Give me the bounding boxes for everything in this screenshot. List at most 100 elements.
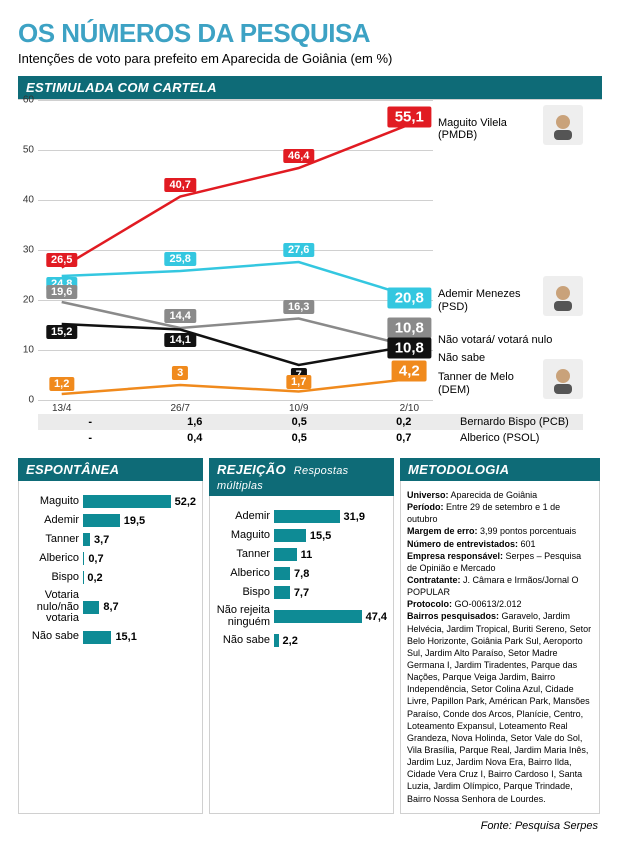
hbar-label: Maguito (216, 530, 274, 542)
legend-label: Não sabe (438, 352, 485, 365)
y-tick-label: 0 (28, 395, 34, 406)
hbar-row: Alberico0,7 (25, 552, 196, 565)
hbar-bar (274, 548, 297, 561)
hbar-bar (83, 601, 99, 614)
y-tick-label: 60 (23, 95, 34, 106)
page-subtitle: Intenções de voto para prefeito em Apare… (18, 51, 602, 66)
x-tick-label: 26/7 (170, 403, 189, 414)
section-header-espontanea: ESPONTÂNEA (18, 458, 203, 481)
metadata-row: Empresa responsável: Serpes – Pesquisa d… (407, 550, 593, 574)
value-badge: 27,6 (283, 243, 314, 257)
hbar-bar (274, 634, 279, 647)
candidate-portrait (543, 276, 583, 316)
legend-label: Ademir Menezes(PSD) (438, 288, 521, 313)
x-tick-label: 2/10 (400, 403, 419, 414)
panel-rejeicao: REJEIÇÃO Respostas múltiplas Ademir31,9 M… (209, 458, 394, 814)
legend-label: Não votará/ votará nulo (438, 334, 552, 347)
metadata-row: Período: Entre 29 de setembro e 1 de out… (407, 501, 593, 525)
hbar-label: Votaria nulo/não votaria (25, 590, 83, 625)
hbar-row: Não sabe2,2 (216, 634, 387, 647)
hbar-row: Ademir 19,5 (25, 514, 196, 527)
value-badge: 46,4 (283, 149, 314, 163)
hbar-value: 15,1 (115, 631, 136, 643)
value-badge: 14,1 (164, 333, 195, 347)
hbar-bar (83, 495, 171, 508)
line-chart-svg (38, 100, 433, 400)
value-badge: 1,2 (49, 377, 74, 391)
metadata-row: Universo: Aparecida de Goiânia (407, 489, 593, 501)
line-chart: 010203040506013/426/710/92/1026,540,746,… (18, 99, 602, 446)
hbar-label: Tanner (216, 549, 274, 561)
hbar-row: Ademir31,9 (216, 510, 387, 523)
hbar-row: Bispo 7,7 (216, 586, 387, 599)
hbar-bar (274, 529, 306, 542)
y-tick-label: 20 (23, 295, 34, 306)
hbar-label: Não rejeita ninguém (216, 605, 274, 628)
hbar-label: Bispo (25, 572, 83, 584)
hbar-value: 47,4 (366, 611, 387, 623)
panel-espontanea: ESPONTÂNEA Maguito52,2 Ademir 19,5 Tanner3,… (18, 458, 203, 814)
legend-label: Maguito Vilela(PMDB) (438, 117, 507, 142)
hbar-value: 19,5 (124, 515, 145, 527)
value-badge: 26,5 (46, 253, 77, 267)
y-tick-label: 40 (23, 195, 34, 206)
table-row: -0,40,50,7Alberico (PSOL) (38, 430, 583, 446)
x-tick-label: 13/4 (52, 403, 71, 414)
hbar-value: 31,9 (344, 511, 365, 523)
value-badge: 19,6 (46, 285, 77, 299)
hbar-bar (274, 567, 290, 580)
y-tick-label: 30 (23, 245, 34, 256)
hbar-value: 7,7 (294, 587, 309, 599)
value-badge: 40,7 (164, 178, 195, 192)
page-title: OS NÚMEROS DA PESQUISA (18, 18, 602, 49)
hbar-value: 11 (301, 549, 313, 561)
value-badge: 16,3 (283, 300, 314, 314)
value-badge: 20,8 (388, 288, 431, 309)
candidate-portrait (543, 359, 583, 399)
hbar-bar (83, 631, 111, 644)
metadata-row: Protocolo: GO-00613/2.012 (407, 598, 593, 610)
hbar-row: Votaria nulo/não votaria 8,7 (25, 590, 196, 625)
source-line: Fonte: Pesquisa Serpes (18, 820, 602, 832)
hbar-label: Alberico (25, 553, 83, 565)
hbar-label: Alberico (216, 568, 274, 580)
hbar-bar (274, 510, 340, 523)
hbar-row: Maguito 15,5 (216, 529, 387, 542)
hbar-row: Alberico7,8 (216, 567, 387, 580)
hbar-value: 0,2 (87, 572, 102, 584)
line-chart-bottom-table: -1,60,50,2Bernardo Bispo (PCB)-0,40,50,7… (38, 414, 583, 446)
hbar-row: Não rejeita ninguém 47,4 (216, 605, 387, 628)
hbar-row: Tanner 11 (216, 548, 387, 561)
section-header-rejeicao: REJEIÇÃO Respostas múltiplas (209, 458, 394, 496)
rejeicao-title: REJEIÇÃO (217, 462, 286, 477)
hbar-label: Ademir (25, 515, 83, 527)
hbar-bar (83, 552, 84, 565)
hbar-value: 8,7 (103, 601, 118, 613)
value-badge: 55,1 (388, 106, 431, 127)
hbar-bar (274, 586, 290, 599)
metadata-row: Bairros pesquisados: Garavelo, Jardim He… (407, 610, 593, 804)
value-badge: 4,2 (392, 361, 427, 382)
hbar-bar (83, 514, 120, 527)
value-badge: 15,2 (46, 325, 77, 339)
y-tick-label: 50 (23, 145, 34, 156)
hbar-row: Maguito52,2 (25, 495, 196, 508)
hbar-row: Tanner3,7 (25, 533, 196, 546)
hbar-value: 15,5 (310, 530, 331, 542)
value-badge: 3 (172, 366, 188, 380)
gridline (38, 400, 433, 401)
value-badge: 10,8 (388, 318, 431, 339)
metadata-row: Margem de erro: 3,99 pontos porcentuais (407, 525, 593, 537)
hbar-bar (83, 533, 90, 546)
section-header-metodologia: METODOLOGIA (400, 458, 600, 481)
candidate-portrait (543, 105, 583, 145)
legend-label: Tanner de Melo(DEM) (438, 371, 514, 396)
hbar-label: Maguito (25, 496, 83, 508)
hbar-label: Bispo (216, 587, 274, 599)
y-tick-label: 10 (23, 345, 34, 356)
hbar-row: Não sabe15,1 (25, 631, 196, 644)
value-badge: 14,4 (164, 309, 195, 323)
section-header-line: ESTIMULADA COM CARTELA (18, 76, 602, 99)
metadata-row: Número de entrevistados: 601 (407, 538, 593, 550)
value-badge: 10,8 (388, 338, 431, 359)
